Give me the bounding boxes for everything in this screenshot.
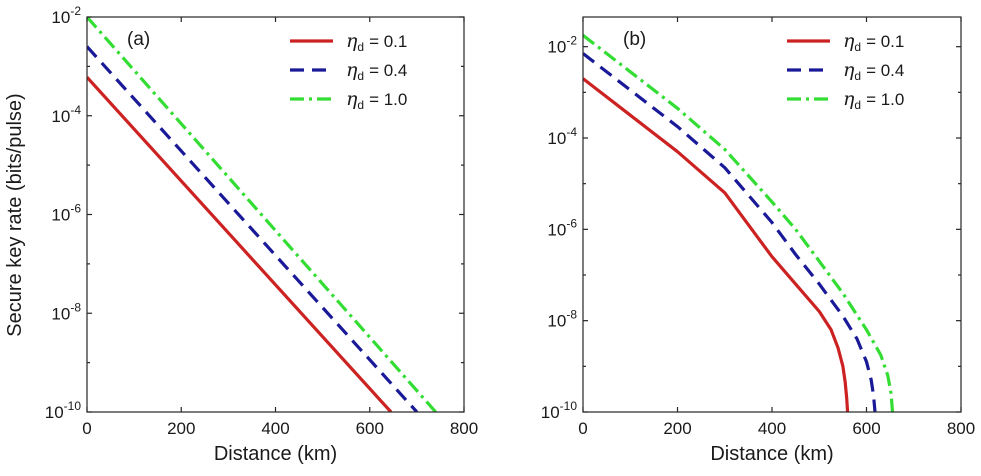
y-tick-label: 10-6 [547,216,577,239]
series-line-3 [583,34,895,412]
legend-label-2: ηd = 0.4 [346,59,407,83]
series-line-1 [87,76,393,412]
legend-label-3: ηd = 1.0 [843,88,904,112]
y-tick-label: 10-4 [51,103,81,126]
y-tick-label: 10-10 [541,399,578,422]
panel-label: (a) [127,29,150,50]
legend-label-1: ηd = 0.1 [346,30,407,54]
x-tick-label: 0 [578,419,587,438]
legend-label-1: ηd = 0.1 [843,30,904,54]
y-tick-label: 10-8 [547,308,577,331]
x-tick-label: 800 [450,419,478,438]
x-tick-label: 600 [852,419,880,438]
x-axis-title: Distance (km) [710,443,833,465]
panel-b: 0 200 400 600 800 10-10 10-8 10-6 10-4 10-2 Distan… [541,16,975,465]
x-axis-title: Distance (km) [214,443,337,465]
x-tick-label: 800 [947,419,975,438]
y-tick-label: 10-6 [51,202,81,225]
plot-frame [86,16,465,413]
y-tick-label: 10-4 [547,125,577,148]
series-line-1 [583,77,850,412]
y-tick-label: 10-8 [51,300,81,323]
x-tick-label: 0 [82,419,91,438]
x-tick-label: 200 [663,419,691,438]
x-tick-label: 600 [356,419,384,438]
panel-a: 0 200 400 600 800 10-10 10-8 10-6 10-4 10-2 Distan… [45,4,478,465]
x-tick-label: 200 [167,419,195,438]
y-tick-label: 10-2 [51,4,81,27]
legend-label-2: ηd = 0.4 [843,59,904,83]
legend-label-3: ηd = 1.0 [346,88,407,112]
panel-label: (b) [623,29,646,50]
y-axis-title: Secure key rate (bits/pulse) [4,93,26,336]
x-tick-label: 400 [261,419,289,438]
series-line-3 [87,17,437,412]
series-line-2 [87,45,419,412]
x-tick-label: 400 [758,419,786,438]
y-tick-label: 10-10 [45,399,82,422]
series-line-2 [583,52,877,412]
y-tick-label: 10-2 [547,34,577,57]
